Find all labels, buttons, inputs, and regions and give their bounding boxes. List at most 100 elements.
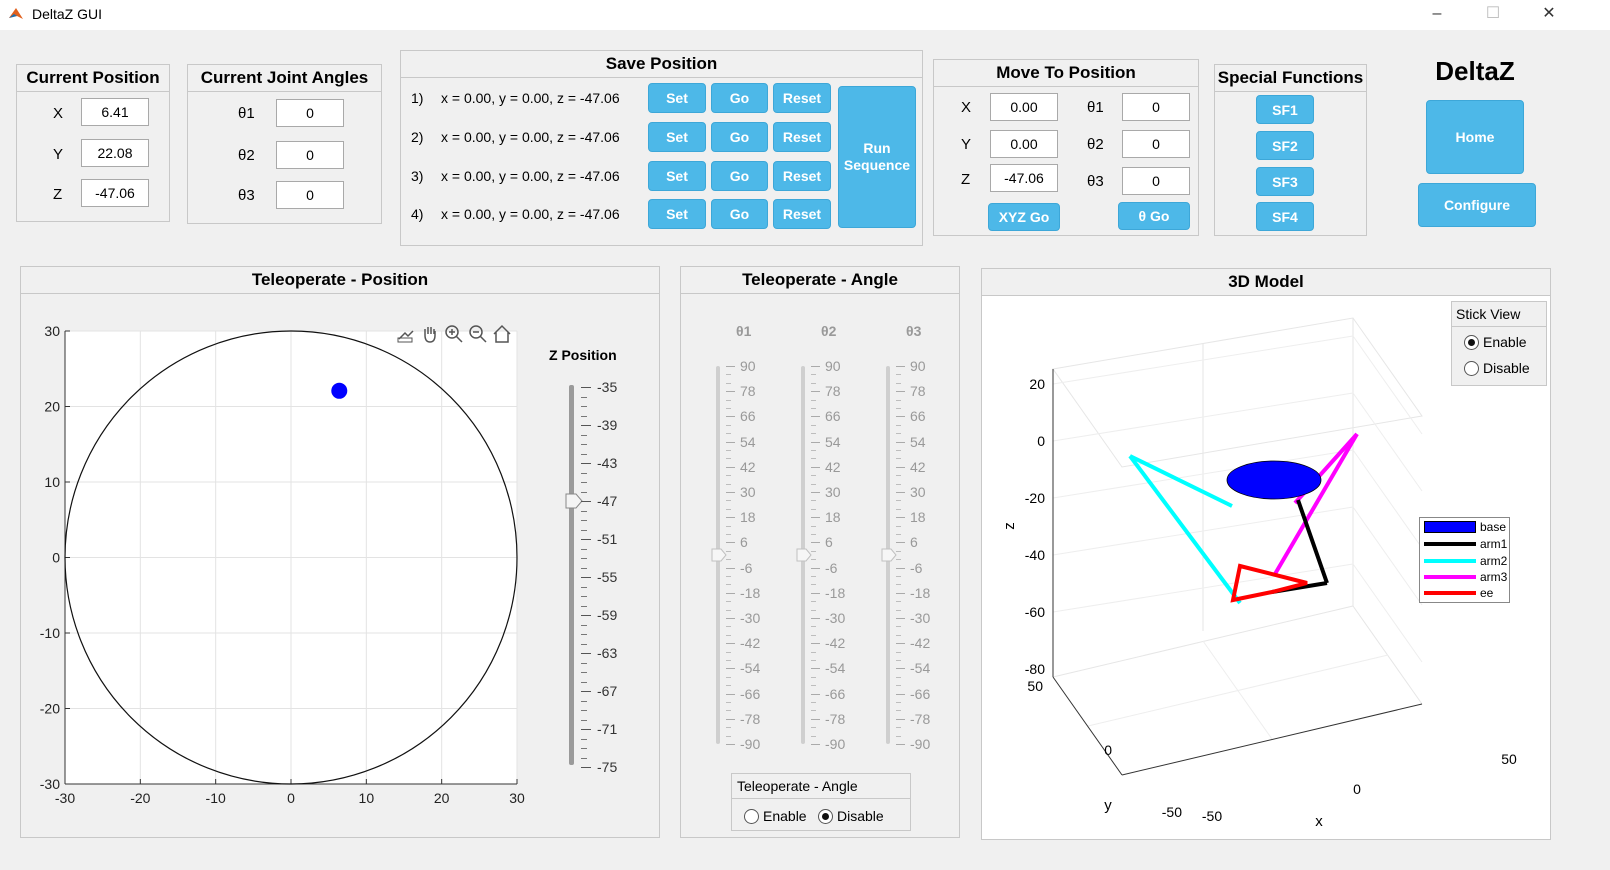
angle-minor-tick bbox=[726, 458, 731, 460]
set-button-3[interactable]: Set bbox=[648, 161, 706, 191]
angle-slider-thumb[interactable] bbox=[881, 548, 897, 562]
set-button-1[interactable]: Set bbox=[648, 83, 706, 113]
angle-minor-tick bbox=[896, 634, 901, 636]
save-row-index: 1) bbox=[411, 90, 424, 106]
angle-tick-label: 6 bbox=[825, 534, 833, 551]
angle-slider-thumb[interactable] bbox=[796, 548, 812, 562]
angle-tick-label: -42 bbox=[825, 635, 846, 652]
workspace-circle bbox=[64, 330, 518, 785]
x-tick-label: 50 bbox=[1501, 751, 1517, 767]
angle-minor-tick bbox=[726, 727, 731, 729]
angle-enable-option[interactable]: Enable bbox=[744, 808, 807, 824]
move-z-label: Z bbox=[961, 171, 971, 188]
angle-tick-label: -30 bbox=[740, 610, 761, 626]
move-theta2-input[interactable]: 0 bbox=[1122, 130, 1190, 158]
y-tick-label: -50 bbox=[1162, 804, 1182, 820]
save-row-index: 2) bbox=[411, 129, 424, 145]
angle-minor-tick bbox=[896, 483, 901, 485]
grid-line bbox=[1052, 392, 1354, 442]
z-slider-track[interactable] bbox=[569, 385, 574, 765]
angle-minor-tick bbox=[726, 475, 731, 477]
zoom-in-icon[interactable] bbox=[443, 323, 465, 345]
angle-minor-tick bbox=[896, 399, 901, 401]
reset-button-2[interactable]: Reset bbox=[773, 122, 831, 152]
maximize-button[interactable]: ☐ bbox=[1485, 5, 1501, 22]
stick-disable-option[interactable]: Disable bbox=[1464, 360, 1530, 376]
theta2-label: θ2 bbox=[238, 147, 255, 164]
export-icon[interactable] bbox=[395, 323, 417, 345]
angle-tick-label: 78 bbox=[740, 383, 756, 400]
move-theta2-label: θ2 bbox=[1087, 136, 1104, 153]
angle-enable-radio[interactable] bbox=[744, 808, 759, 824]
grid-line bbox=[1352, 335, 1423, 435]
angle-slider-thumb[interactable] bbox=[711, 548, 727, 562]
move-to-position-title: Move To Position bbox=[934, 60, 1198, 87]
z-minor-tick bbox=[581, 482, 587, 483]
stick-enable-radio[interactable] bbox=[1464, 334, 1479, 350]
angle-tick bbox=[726, 517, 735, 519]
angle-minor-tick bbox=[896, 676, 901, 678]
pan-hand-icon[interactable] bbox=[419, 323, 441, 345]
angle-tick-label: -66 bbox=[910, 685, 931, 702]
angle-disable-option[interactable]: Disable bbox=[818, 808, 884, 824]
move-theta1-input[interactable]: 0 bbox=[1122, 93, 1190, 121]
angle-tick bbox=[811, 391, 820, 393]
minimize-button[interactable]: – bbox=[1432, 5, 1442, 22]
move-x-input[interactable]: 0.00 bbox=[990, 93, 1058, 121]
stick-disable-radio[interactable] bbox=[1464, 360, 1479, 376]
x-tick-label: 0 bbox=[287, 790, 295, 806]
move-theta3-input[interactable]: 0 bbox=[1122, 167, 1190, 195]
angle-tick-label: 42 bbox=[910, 458, 926, 475]
set-button-2[interactable]: Set bbox=[648, 122, 706, 152]
angle-minor-tick bbox=[726, 483, 731, 485]
sf2-button[interactable]: SF2 bbox=[1256, 131, 1314, 160]
angle-tick bbox=[896, 744, 905, 745]
move-y-input[interactable]: 0.00 bbox=[990, 130, 1058, 158]
go-button-2[interactable]: Go bbox=[711, 122, 768, 152]
angle-tick bbox=[811, 592, 820, 594]
x-tick-label: -10 bbox=[206, 790, 226, 806]
angle-minor-tick bbox=[726, 559, 731, 561]
angle-tick bbox=[726, 744, 735, 745]
stick-enable-option[interactable]: Enable bbox=[1464, 334, 1527, 350]
pos-z-label: Z bbox=[53, 186, 63, 203]
sf1-button[interactable]: SF1 bbox=[1256, 95, 1314, 124]
joint-angles-title: Current Joint Angles bbox=[188, 65, 381, 92]
run-sequence-button[interactable]: Run Sequence bbox=[838, 86, 916, 228]
z-minor-tick bbox=[581, 748, 587, 749]
position-plot[interactable]: -30 -20 -10 0 10 20 30 -30 -20 -10 0 10 20 30 bbox=[21, 294, 541, 837]
theta-go-button[interactable]: θ Go bbox=[1118, 202, 1190, 230]
z-slider-thumb[interactable] bbox=[565, 493, 583, 509]
configure-button[interactable]: Configure bbox=[1418, 183, 1536, 227]
sf3-button[interactable]: SF3 bbox=[1256, 167, 1314, 196]
save-row-index: 3) bbox=[411, 168, 424, 184]
angle-tick bbox=[811, 718, 820, 720]
angle-minor-tick bbox=[896, 651, 901, 653]
home-icon[interactable] bbox=[491, 323, 513, 345]
move-z-input[interactable]: -47.06 bbox=[990, 164, 1058, 192]
xyz-go-button[interactable]: XYZ Go bbox=[988, 203, 1060, 231]
angle-minor-tick bbox=[726, 660, 731, 661]
go-button-1[interactable]: Go bbox=[711, 83, 768, 113]
x-tick-label: -30 bbox=[55, 790, 75, 806]
save-row-text: x = 0.00, y = 0.00, z = -47.06 bbox=[441, 168, 620, 184]
go-button-3[interactable]: Go bbox=[711, 161, 768, 191]
model-3d-title: 3D Model bbox=[982, 269, 1550, 296]
z-minor-tick bbox=[581, 719, 587, 721]
angle-disable-radio[interactable] bbox=[818, 808, 833, 824]
set-button-4[interactable]: Set bbox=[648, 199, 706, 229]
close-button[interactable]: ✕ bbox=[1542, 5, 1556, 22]
angle-tick bbox=[896, 643, 905, 645]
reset-button-4[interactable]: Reset bbox=[773, 199, 831, 229]
angle-tick bbox=[726, 718, 735, 720]
home-button[interactable]: Home bbox=[1426, 100, 1524, 174]
reset-button-3[interactable]: Reset bbox=[773, 161, 831, 191]
sf4-button[interactable]: SF4 bbox=[1256, 202, 1314, 231]
reset-button-1[interactable]: Reset bbox=[773, 83, 831, 113]
base-disk bbox=[1226, 460, 1322, 500]
go-button-4[interactable]: Go bbox=[711, 199, 768, 229]
theta1-label: θ1 bbox=[238, 105, 255, 122]
angle-tick-label: 54 bbox=[910, 433, 926, 450]
zoom-out-icon[interactable] bbox=[467, 323, 489, 345]
angle-tick-label: -42 bbox=[740, 635, 761, 652]
